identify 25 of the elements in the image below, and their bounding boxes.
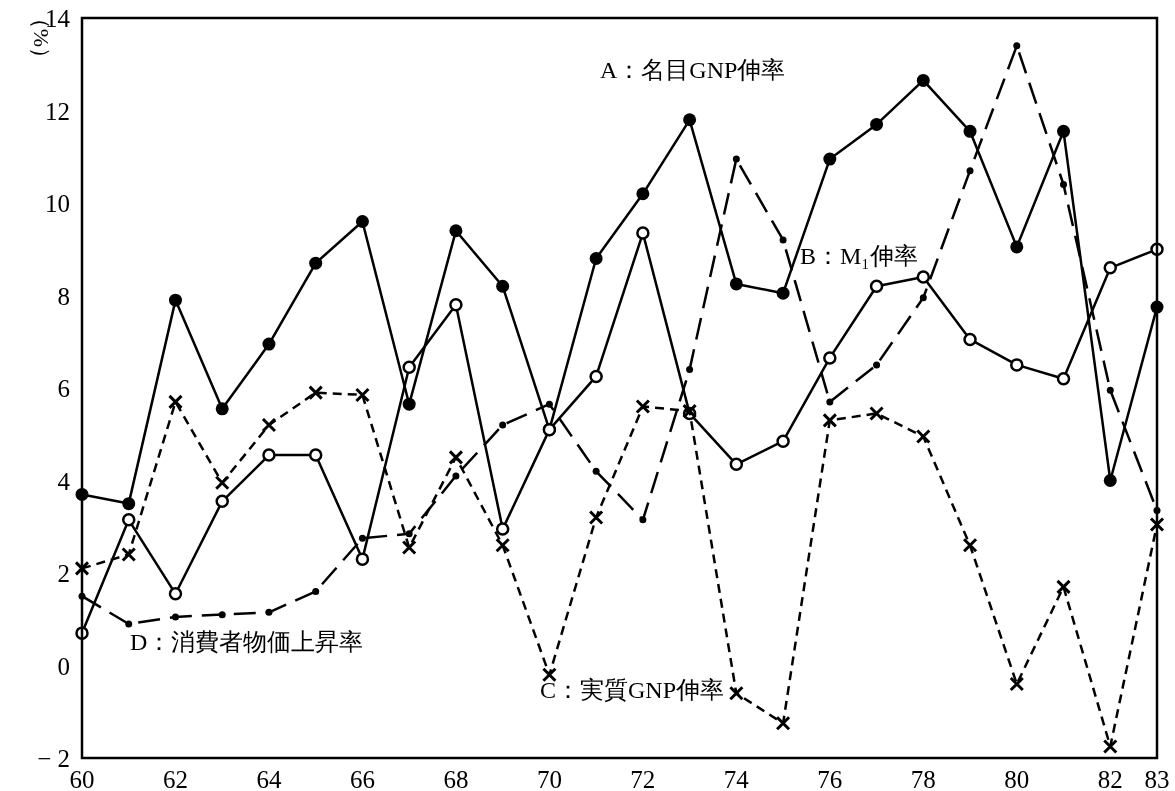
series-label: A：名目GNP伸率 [600,57,786,83]
x-tick-label: 60 [69,766,95,791]
y-tick-label: 10 [45,190,70,217]
series-label: B：M₁伸率 [800,243,918,269]
series-label: D：消費者物価上昇率 [130,629,364,655]
x-tick-label: 80 [1004,766,1030,791]
y-tick-label: 2 [57,560,70,587]
x-tick-label: 70 [536,766,562,791]
x-tick-label: 64 [256,766,282,791]
x-tick-label: 62 [162,766,188,791]
x-tick-label: 76 [817,766,843,791]
x-tick-label: 78 [910,766,936,791]
x-tick-label: 66 [349,766,375,791]
y-tick-label: 0 [57,652,70,680]
x-tick-label: 82 [1097,766,1123,791]
y-tick-label: 12 [45,97,70,125]
x-tick-label: 72 [630,766,656,791]
y-tick-label: 6 [57,375,70,402]
y-tick-label: 8 [57,282,70,310]
x-tick-label: 83 [1144,766,1170,791]
x-tick-label: 74 [723,766,750,791]
x-tick-label: 68 [443,766,469,791]
y-tick-label: 4 [57,467,71,495]
y-tick-label: − 2 [37,745,70,772]
series-label: C：実質GNP伸率 [540,677,725,703]
